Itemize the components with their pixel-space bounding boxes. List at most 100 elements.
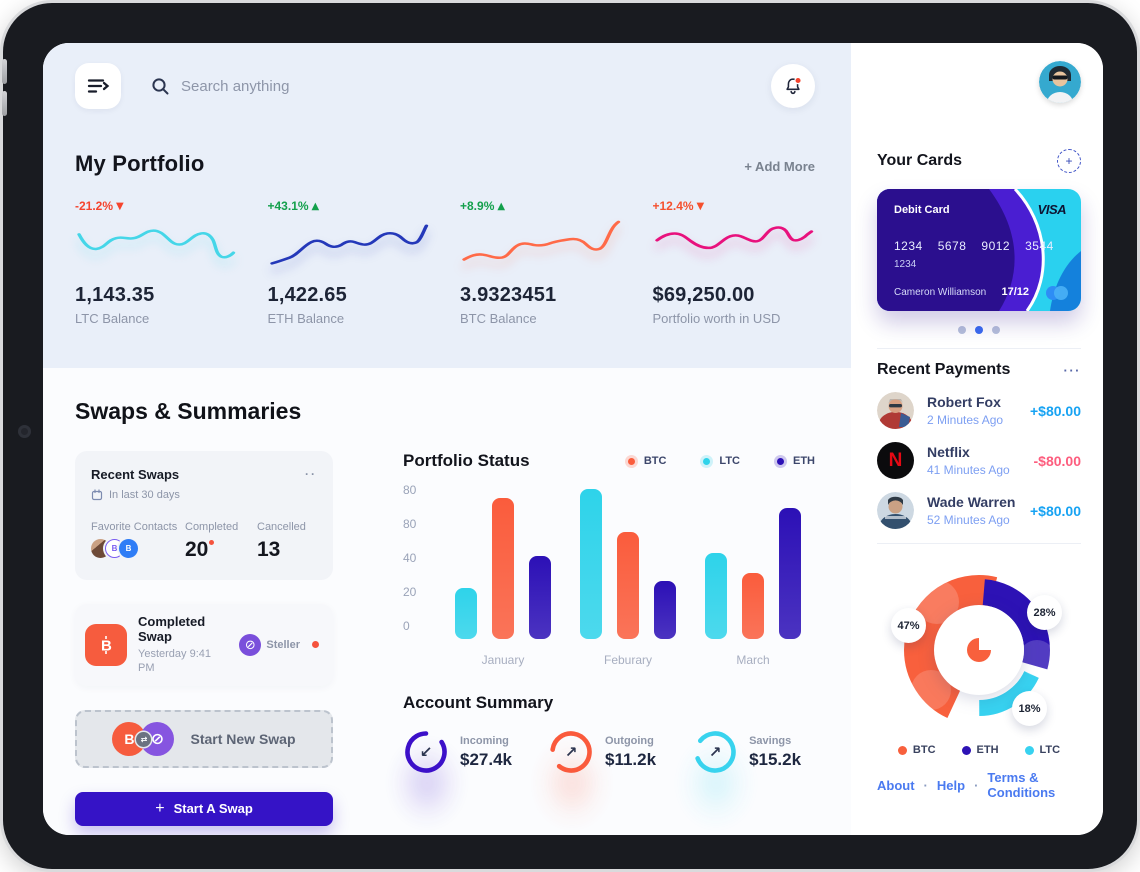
- card-page-dot[interactable]: [958, 326, 966, 334]
- svg-text:B: B: [101, 637, 112, 654]
- summary-value: $15.2k: [749, 749, 802, 769]
- stat-card-eth[interactable]: +43.1% ▲ 1,422.65 ETH Balance: [268, 199, 431, 326]
- menu-button[interactable]: [75, 63, 121, 109]
- summary-outgoing: ↗ Outgoing $11.2k: [540, 729, 657, 823]
- netflix-logo: N: [877, 442, 914, 479]
- x-axis-label: Feburary: [603, 653, 653, 667]
- summary-incoming: ↙ Incoming $27.4k: [395, 729, 512, 823]
- stat-card-btc[interactable]: +8.9% ▲ 3.9323451 BTC Balance: [460, 199, 623, 326]
- donut-slice-eth: [908, 579, 1050, 721]
- bar-ltc[interactable]: [705, 553, 727, 639]
- allocation-donut-chart: 47% 28% 18%: [879, 562, 1079, 740]
- notifications-button[interactable]: [771, 64, 815, 108]
- front-camera: [18, 425, 31, 438]
- partner-chip: ⊘ Steller: [239, 633, 300, 656]
- bar-eth[interactable]: [654, 581, 676, 639]
- footer-link-help[interactable]: Help: [936, 777, 966, 793]
- payment-time: 52 Minutes Ago: [927, 513, 1010, 527]
- outgoing-ring: ↗: [548, 729, 594, 775]
- debit-card[interactable]: Debit Card VISA 1234 5678 9012 3544 1234 Ca…: [877, 189, 1081, 311]
- trend-up-icon: ▲: [311, 200, 320, 212]
- payment-name: Netflix: [927, 444, 970, 460]
- bar-btc[interactable]: [492, 498, 514, 639]
- trend-up-icon: ▲: [497, 200, 506, 212]
- legend-item-ltc[interactable]: LTC: [700, 454, 740, 468]
- bar-ltc[interactable]: [455, 588, 477, 639]
- donut-badge-ltc: 18%: [1012, 691, 1047, 726]
- payment-row[interactable]: N Netflix 41 Minutes Ago -$80.00: [877, 442, 1081, 479]
- card-expiry: 17/12: [1001, 286, 1029, 298]
- bar-group-march: March: [705, 489, 801, 667]
- start-a-swap-button[interactable]: + Start A Swap: [75, 791, 333, 826]
- incoming-arrow-icon: ↙: [419, 743, 433, 761]
- bar-eth[interactable]: [779, 508, 801, 639]
- swap-arrows-icon: ⇄: [136, 731, 152, 747]
- bell-icon: [786, 76, 802, 95]
- stat-card-ltc[interactable]: -21.2% ▼ 1,143.35 LTC Balance: [75, 199, 238, 326]
- btc-sparkline: [462, 220, 621, 261]
- legend-item-eth[interactable]: ETH: [774, 454, 815, 468]
- stat-label: BTC Balance: [460, 311, 537, 326]
- completed-count: 20: [185, 538, 257, 562]
- bar-btc[interactable]: [617, 532, 639, 639]
- cancelled-count: 13: [257, 538, 281, 561]
- summary-savings: ↗ Savings $15.2k: [684, 729, 802, 823]
- y-axis-labels: 80 80 40 20 0: [403, 483, 417, 633]
- bar-group-january: January: [455, 489, 551, 667]
- contact-avatar[interactable]: B: [119, 539, 138, 558]
- account-summary: ↙ Incoming $27.4k: [395, 729, 815, 823]
- bar-btc[interactable]: [742, 573, 764, 639]
- stat-value: 1,422.65: [267, 284, 347, 306]
- payment-row[interactable]: Robert Fox 2 Minutes Ago +$80.00: [877, 392, 1081, 429]
- summary-label: Savings: [749, 734, 792, 747]
- cancelled-label: Cancelled: [257, 521, 306, 533]
- stat-card-usd[interactable]: +12.4% ▼ $69,250.00 Portfolio worth in US…: [653, 199, 816, 326]
- bar-ltc[interactable]: [580, 489, 602, 639]
- stat-value: $69,250.00: [652, 284, 755, 306]
- payment-row[interactable]: Wade Warren 52 Minutes Ago +$80.00: [877, 492, 1081, 529]
- start-new-swap-label: Start New Swap: [190, 730, 296, 747]
- footer-link-terms-conditions[interactable]: Terms & Conditions: [987, 770, 1056, 800]
- card-type-label: Debit Card: [894, 204, 950, 216]
- swap-pair-icons: B ⇄ ⊘: [112, 721, 175, 757]
- user-avatar[interactable]: [1039, 61, 1081, 103]
- recent-payments-title: Recent Payments: [877, 361, 1011, 378]
- account-summary-title: Account Summary: [403, 693, 554, 712]
- donut-legend: BTC ETH LTC: [877, 744, 1081, 756]
- recent-payments-menu[interactable]: ···: [1063, 362, 1081, 378]
- recent-swaps-menu[interactable]: ··: [305, 467, 317, 481]
- card-number: 1234 5678 9012 3544: [894, 239, 1054, 253]
- legend-item-btc[interactable]: BTC: [624, 454, 666, 468]
- start-new-swap-button[interactable]: B ⇄ ⊘ Start New Swap: [75, 709, 333, 768]
- card-page-dot[interactable]: [992, 326, 1000, 334]
- visa-logo: VISA: [1037, 202, 1067, 217]
- add-more-button[interactable]: + Add More: [744, 159, 815, 174]
- summary-label: Outgoing: [605, 734, 654, 747]
- add-card-icon[interactable]: +: [1057, 149, 1081, 173]
- stat-label: Portfolio worth in USD: [652, 311, 781, 326]
- outgoing-arrow-icon: ↗: [564, 743, 578, 761]
- payment-amount: -$80.00: [1033, 452, 1081, 469]
- donut-center-icon: [967, 638, 991, 662]
- footer-link-about[interactable]: About: [877, 777, 915, 793]
- summary-value: $11.2k: [605, 749, 657, 769]
- bar-plot: January Feburary March: [429, 489, 815, 667]
- search-icon: [152, 77, 169, 94]
- usd-sparkline: [654, 226, 813, 250]
- search-box[interactable]: [151, 77, 771, 96]
- chart-title: Portfolio Status: [403, 451, 530, 470]
- calendar-icon: [91, 489, 103, 501]
- volume-up-button: [2, 59, 7, 84]
- start-a-swap-label: Start A Swap: [173, 801, 253, 817]
- completed-swap-card[interactable]: B Completed Swap Yesterday 9:41 PM ⊘: [75, 604, 333, 686]
- portfolio-hero-section: My Portfolio + Add More -21.2%▼ 1,143.35…: [43, 43, 851, 368]
- bar-eth[interactable]: [529, 556, 551, 639]
- donut-slice-btc: [904, 575, 1054, 725]
- search-input[interactable]: [181, 77, 441, 95]
- x-axis-label: January: [481, 653, 525, 667]
- card-page-dot[interactable]: [975, 326, 983, 334]
- incoming-ring: ↙: [403, 729, 449, 775]
- divider: [877, 543, 1081, 544]
- savings-ring: ↗: [692, 729, 738, 775]
